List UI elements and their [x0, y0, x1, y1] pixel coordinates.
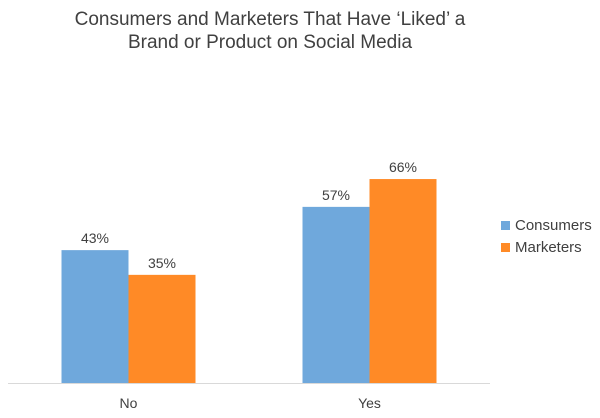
legend-label-marketers: Marketers [515, 238, 582, 256]
legend-item-consumers: Consumers [501, 214, 592, 236]
x-tick-label-yes: Yes [358, 395, 381, 411]
data-label-marketers-yes: 66% [389, 159, 417, 175]
legend-label-consumers: Consumers [515, 216, 592, 234]
legend-swatch-consumers [501, 220, 510, 230]
legend-item-marketers: Marketers [501, 236, 592, 258]
bar-marketers-yes [369, 179, 437, 383]
data-label-marketers-no: 35% [148, 255, 176, 271]
chart-title: Consumers and Marketers That Have ‘Liked… [74, 9, 466, 53]
bars-layer [61, 179, 437, 383]
x-tick-label-no: No [120, 395, 138, 411]
bar-marketers-no [128, 274, 196, 383]
data-label-consumers-yes: 57% [322, 187, 350, 203]
data-labels-layer: 43% 35% 57% 66% [81, 159, 417, 271]
bar-consumers-no [61, 250, 129, 383]
x-tick-labels: No Yes [120, 395, 381, 411]
legend: Consumers Marketers [501, 214, 592, 258]
bar-consumers-yes [302, 206, 370, 383]
data-label-consumers-no: 43% [81, 230, 109, 246]
legend-swatch-marketers [501, 242, 510, 252]
